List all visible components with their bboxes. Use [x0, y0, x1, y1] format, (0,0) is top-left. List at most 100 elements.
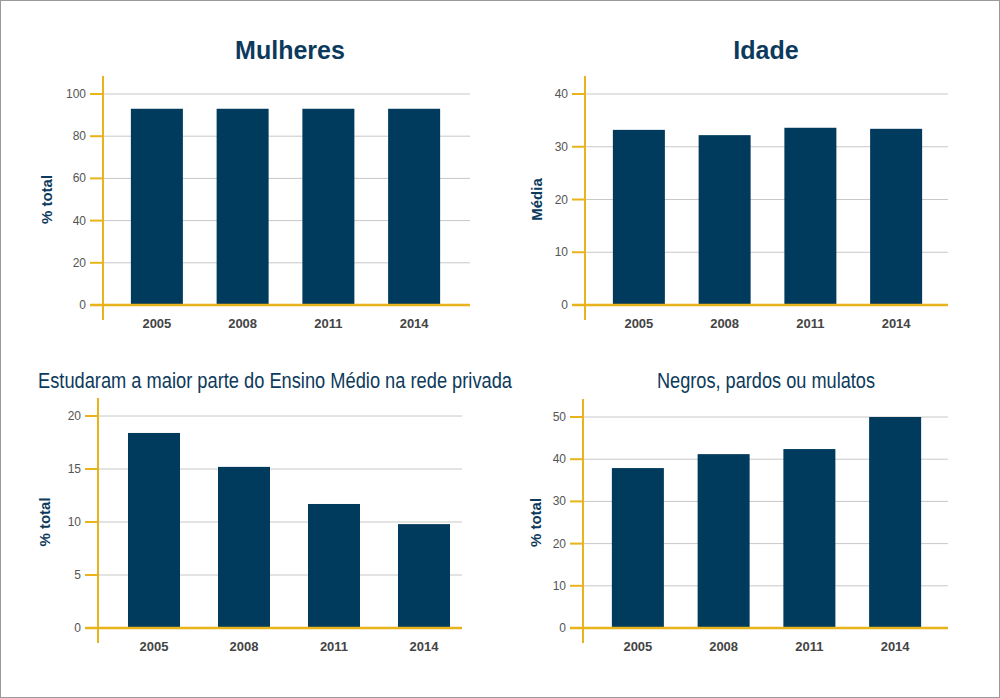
- category-label: 2014: [410, 639, 440, 654]
- tick-label: 20: [68, 409, 82, 423]
- tick-mark: [90, 262, 103, 264]
- tick-label: 60: [73, 171, 87, 185]
- tick-mark: [90, 93, 103, 95]
- chart-title: Negros, pardos ou mulatos: [657, 368, 875, 393]
- category-label: 2005: [140, 639, 169, 654]
- category-label: 2008: [228, 316, 257, 331]
- tick-mark: [85, 574, 98, 576]
- tick-mark: [570, 458, 583, 460]
- tick-label: 15: [68, 462, 82, 476]
- tick-mark: [572, 199, 585, 201]
- tick-label: 0: [79, 298, 86, 312]
- tick-mark: [572, 93, 585, 95]
- tick-mark: [90, 135, 103, 137]
- y-axis-label: Média: [528, 178, 545, 221]
- y-axis-label: % total: [36, 497, 53, 546]
- category-label: 2011: [314, 316, 342, 331]
- chart-container: Mulheres% total0204060801002005200820112…: [0, 0, 1000, 698]
- tick-label: 80: [73, 129, 87, 143]
- grid-line: [98, 416, 462, 417]
- tick-label: 10: [553, 579, 567, 593]
- category-label: 2014: [400, 316, 430, 331]
- tick-label: 20: [73, 256, 87, 270]
- tick-label: 30: [555, 140, 569, 154]
- tick-label: 5: [74, 568, 81, 582]
- bar: [302, 109, 354, 305]
- tick-label: 0: [74, 621, 81, 635]
- bar: [308, 504, 360, 628]
- chart-svg: Mulheres% total0204060801002005200820112…: [0, 0, 1000, 698]
- bar: [869, 417, 921, 628]
- x-axis-line: [572, 304, 948, 307]
- bar: [783, 449, 835, 628]
- tick-label: 20: [553, 537, 567, 551]
- tick-mark: [570, 543, 583, 545]
- tick-mark: [570, 585, 583, 587]
- tick-label: 10: [555, 245, 569, 259]
- grid-line: [103, 94, 470, 95]
- category-label: 2005: [623, 639, 652, 654]
- category-label: 2005: [142, 316, 171, 331]
- tick-mark: [85, 521, 98, 523]
- panel: Mulheres % total 0 20 40 60 80 100 2005 2008 2011 2…: [38, 36, 470, 331]
- bar: [218, 467, 270, 628]
- bar: [612, 468, 664, 628]
- category-label: 2008: [710, 316, 739, 331]
- chart-title: Estudaram a maior parte do Ensino Médio …: [38, 368, 513, 393]
- category-label: 2005: [624, 316, 653, 331]
- bars: [613, 128, 922, 305]
- bar: [699, 135, 751, 305]
- tick-label: 40: [553, 452, 567, 466]
- tick-mark: [572, 251, 585, 253]
- x-axis-line: [570, 627, 948, 630]
- tick-label: 0: [561, 298, 568, 312]
- bars: [612, 417, 921, 628]
- frame: [1, 1, 1000, 698]
- bars: [128, 433, 450, 628]
- x-axis-line: [85, 627, 462, 630]
- category-label: 2011: [796, 316, 824, 331]
- bar: [388, 109, 440, 305]
- tick-mark: [570, 500, 583, 502]
- tick-label: 0: [559, 621, 566, 635]
- bar: [613, 130, 665, 305]
- tick-label: 40: [555, 87, 569, 101]
- panel: Estudaram a maior parte do Ensino Médio …: [36, 368, 513, 654]
- x-axis-line: [90, 304, 470, 307]
- tick-label: 100: [66, 87, 86, 101]
- bar: [870, 129, 922, 305]
- bar: [217, 109, 269, 305]
- category-label: 2008: [709, 639, 738, 654]
- tick-label: 20: [555, 193, 569, 207]
- category-label: 2011: [320, 639, 348, 654]
- tick-mark: [90, 177, 103, 179]
- tick-mark: [572, 146, 585, 148]
- bar: [131, 109, 183, 305]
- y-axis-line: [102, 76, 104, 320]
- category-label: 2008: [230, 639, 259, 654]
- y-axis-label: % total: [527, 498, 544, 547]
- y-axis-line: [582, 399, 584, 643]
- y-axis-line: [584, 76, 586, 320]
- bar: [128, 433, 180, 628]
- chart-title: Idade: [733, 36, 798, 64]
- tick-mark: [85, 468, 98, 470]
- category-label: 2011: [795, 639, 823, 654]
- bar: [398, 524, 450, 628]
- bars: [131, 109, 440, 305]
- tick-mark: [90, 220, 103, 222]
- tick-mark: [570, 416, 583, 418]
- chart-title: Mulheres: [235, 36, 345, 64]
- tick-label: 30: [553, 494, 567, 508]
- y-axis-label: % total: [38, 175, 55, 224]
- category-label: 2014: [882, 316, 912, 331]
- grid-line: [585, 94, 948, 95]
- tick-mark: [85, 415, 98, 417]
- category-label: 2014: [881, 639, 911, 654]
- bar: [698, 454, 750, 628]
- tick-label: 40: [73, 214, 87, 228]
- y-axis-line: [97, 398, 99, 643]
- panel: Idade Média 0 10 20 30 40 2005 2008 2011 2014: [528, 36, 948, 331]
- tick-label: 10: [68, 515, 82, 529]
- tick-label: 50: [553, 410, 567, 424]
